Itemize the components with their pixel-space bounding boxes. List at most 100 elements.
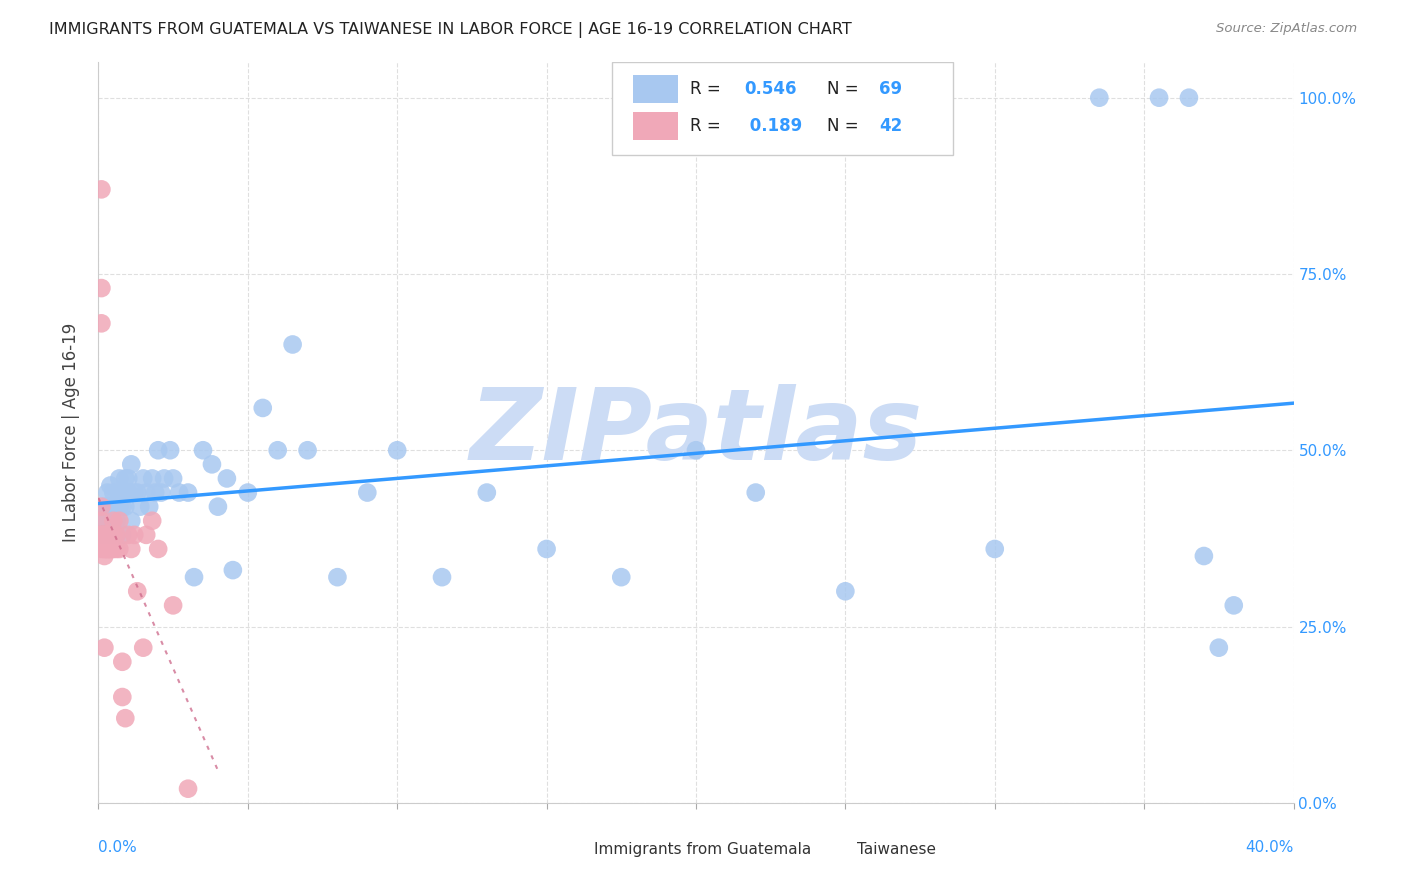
Text: IMMIGRANTS FROM GUATEMALA VS TAIWANESE IN LABOR FORCE | AGE 16-19 CORRELATION CH: IMMIGRANTS FROM GUATEMALA VS TAIWANESE I… [49,22,852,38]
Point [252,401,274,415]
Point [96,528,118,542]
Point [103,528,125,542]
Point [105,500,128,514]
Point [103,500,125,514]
Point [120,514,142,528]
Point [685,443,707,458]
Point [120,458,142,472]
Point [124,485,146,500]
Point [1208,640,1230,655]
Point [1147,91,1170,105]
Point [124,528,146,542]
Point [215,471,238,485]
Point [111,655,134,669]
Point [90,514,112,528]
Point [93,541,115,556]
Point [356,485,378,500]
Point [108,500,131,514]
Point [111,528,134,542]
Point [138,500,160,514]
Point [141,471,163,485]
Text: 0.546: 0.546 [744,80,796,98]
Point [90,500,112,514]
Point [326,570,349,584]
Bar [633,75,678,103]
Point [117,485,139,500]
Point [834,584,856,599]
Point [127,485,149,500]
Text: 0.0%: 0.0% [98,840,138,855]
Point [108,485,131,500]
Point [96,528,118,542]
Point [103,541,125,556]
Point [96,485,118,500]
Point [96,541,118,556]
Point [108,471,131,485]
Text: Source: ZipAtlas.com: Source: ZipAtlas.com [1216,22,1357,36]
Point [98,478,122,492]
Point [236,485,259,500]
Text: N =: N = [827,80,865,98]
Point [93,528,115,542]
Point [153,471,176,485]
Point [108,514,131,528]
Point [127,584,149,599]
Point [120,541,142,556]
Point [281,337,304,351]
Point [177,781,200,796]
Point [103,528,125,542]
Point [135,528,157,542]
Text: ZIPatlas: ZIPatlas [470,384,922,481]
Point [207,500,229,514]
Text: 40.0%: 40.0% [1246,840,1294,855]
Point [745,485,768,500]
Point [103,485,125,500]
Point [96,500,118,514]
Point [98,541,122,556]
Point [98,528,122,542]
Point [93,528,115,542]
Point [96,541,118,556]
Point [267,443,290,458]
Text: 69: 69 [879,80,901,98]
Y-axis label: In Labor Force | Age 16-19: In Labor Force | Age 16-19 [62,323,80,542]
Point [1192,549,1215,563]
Point [111,690,134,704]
Bar [553,840,589,858]
Point [297,443,319,458]
Point [105,541,128,556]
FancyBboxPatch shape [613,62,953,155]
Point [475,485,498,500]
Point [96,514,118,528]
Point [93,541,115,556]
Point [108,541,131,556]
Point [222,563,245,577]
Point [162,599,184,613]
Point [159,443,181,458]
Point [148,443,170,458]
Text: N =: N = [827,117,865,135]
Point [111,500,134,514]
Point [610,570,633,584]
Point [536,541,558,556]
Point [90,316,112,330]
Point [1223,599,1246,613]
Point [105,514,128,528]
Point [129,500,152,514]
Point [98,500,122,514]
Point [141,514,163,528]
Point [167,485,190,500]
Point [430,570,453,584]
Text: 42: 42 [879,117,903,135]
Point [148,541,170,556]
Point [103,514,125,528]
Point [111,485,134,500]
Point [90,528,112,542]
Point [90,182,112,196]
Point [114,500,136,514]
Point [117,528,139,542]
Point [150,485,173,500]
Point [90,541,112,556]
Point [183,570,205,584]
Point [98,528,122,542]
